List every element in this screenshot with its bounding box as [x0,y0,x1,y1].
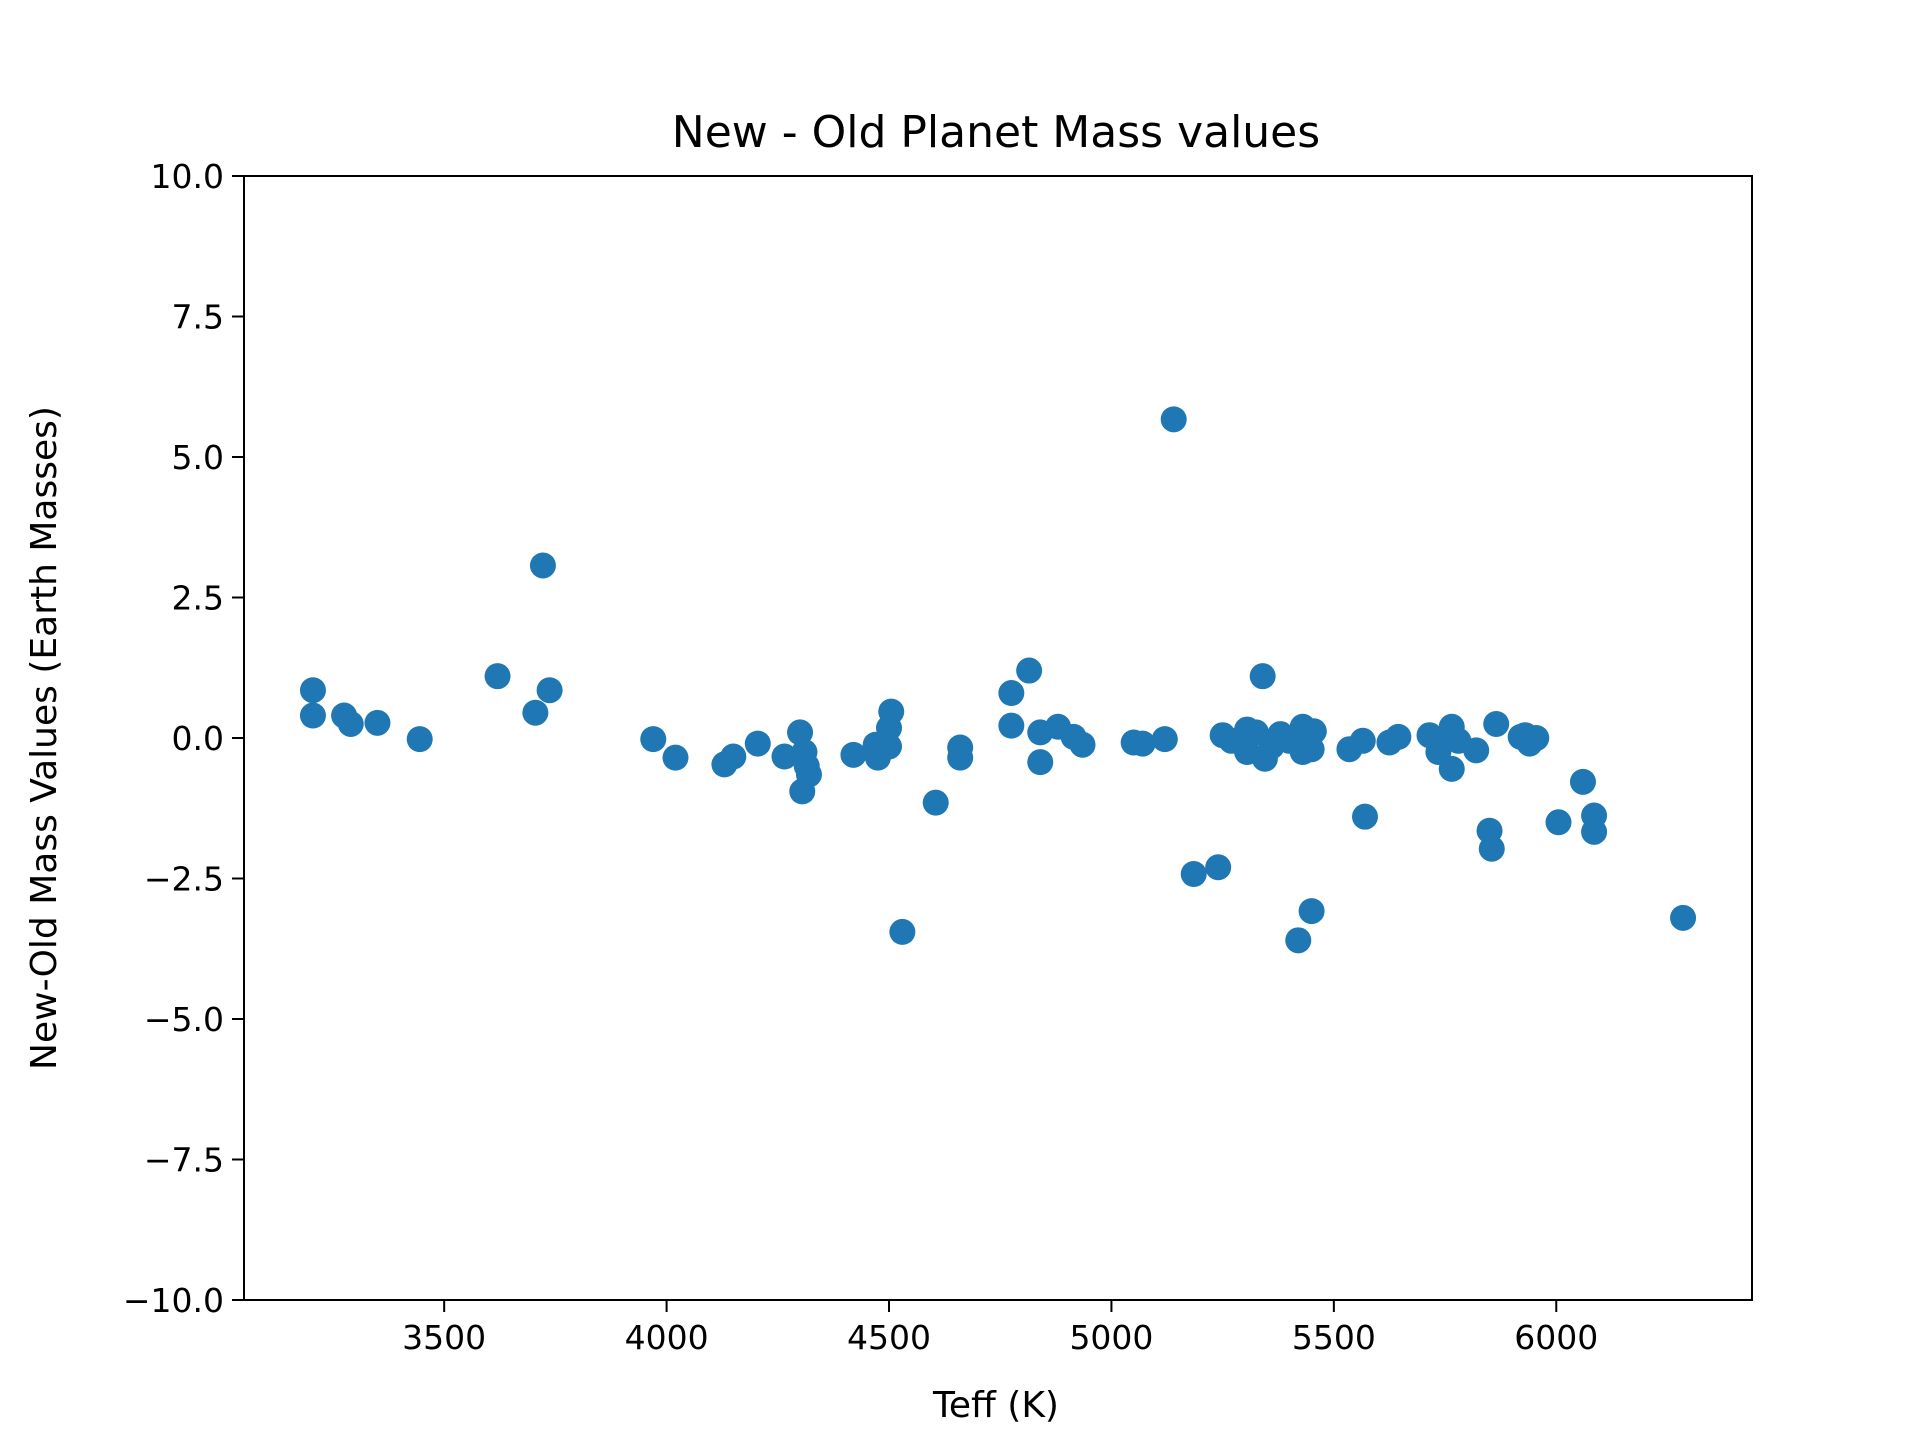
data-point [1069,731,1096,758]
x-axis-ticks: 3500 4000 4500 5000 5500 6000 [402,1300,1598,1357]
y-tick-label: 5.0 [172,438,224,477]
y-tick-label: 10.0 [151,157,224,196]
data-point [1016,657,1043,684]
data-point [299,702,326,729]
data-point [1285,927,1312,954]
data-point [1478,835,1505,862]
y-tick-label: −2.5 [144,860,224,899]
data-point [1249,663,1276,690]
y-axis-ticks: 10.0 7.5 5.0 2.5 0.0 −2.5 −5.0 −7.5 −10.0 [123,157,244,1320]
x-tick-label: 4000 [625,1318,709,1357]
data-point [1300,718,1327,745]
data-point [795,761,822,788]
data-point [1129,730,1156,757]
data-point [484,663,511,690]
data-point [640,726,667,753]
data-point [1205,854,1232,881]
chart-title: New - Old Planet Mass values [672,107,1320,158]
x-tick-label: 6000 [1514,1318,1598,1357]
data-point [1670,904,1697,931]
y-tick-label: 2.5 [172,579,224,618]
data-point [998,680,1025,707]
points-layer [299,406,1697,954]
data-point [889,918,916,945]
data-point [1151,726,1178,753]
data-point [1438,755,1465,782]
data-point [1569,768,1596,795]
data-point [1385,723,1412,750]
y-tick-label: −7.5 [144,1141,224,1180]
data-point [536,677,563,704]
data-point [406,726,433,753]
data-point [878,698,905,725]
data-point [787,719,814,746]
data-point [947,744,974,771]
data-point [1581,818,1608,845]
y-tick-label: −5.0 [144,1000,224,1039]
y-tick-label: −10.0 [123,1281,224,1320]
data-point [1027,749,1054,776]
x-axis-label: Teff (K) [932,1385,1059,1426]
data-point [1298,898,1325,925]
x-tick-label: 5500 [1292,1318,1376,1357]
data-point [1463,737,1490,764]
data-point [840,741,867,768]
data-point [1349,727,1376,754]
data-point [662,744,689,771]
data-point [1545,809,1572,836]
data-point [922,789,949,816]
data-point [529,552,556,579]
x-tick-label: 4500 [847,1318,931,1357]
data-point [1160,406,1187,433]
data-point [744,730,771,757]
data-point [1523,725,1550,751]
y-tick-label: 0.0 [172,719,224,758]
data-point [1351,803,1378,830]
y-tick-label: 7.5 [172,298,224,337]
data-point [299,677,326,704]
data-point [998,712,1025,739]
x-tick-label: 5000 [1069,1318,1153,1357]
data-point [1483,710,1510,737]
data-point [771,743,798,770]
data-point [337,710,364,737]
x-tick-label: 3500 [402,1318,486,1357]
data-point [364,709,391,736]
y-axis-label: New-Old Mass Values (Earth Masses) [24,406,65,1070]
data-point [1180,861,1207,888]
data-point [720,743,747,770]
data-point [522,699,549,726]
data-point [876,733,903,760]
